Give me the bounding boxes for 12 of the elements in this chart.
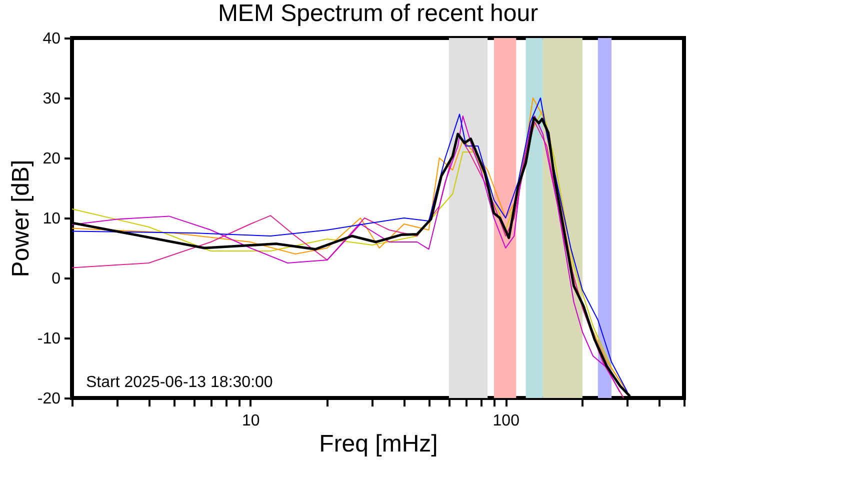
annotation: Start 2025-06-13 18:30:00 xyxy=(86,374,273,391)
x-axis-title: Freq [mHz] xyxy=(319,430,438,458)
y-tick-label: 0 xyxy=(52,270,61,288)
y-tick-label: 10 xyxy=(42,210,61,228)
x-tick-label: 100 xyxy=(492,412,520,430)
y-axis-title: Power [dB] xyxy=(7,160,34,278)
y-tick-label: -10 xyxy=(37,330,61,348)
y-tick-label: -20 xyxy=(37,390,61,408)
y-tick-label: 30 xyxy=(42,90,61,108)
chart-title: MEM Spectrum of recent hour xyxy=(218,0,538,27)
y-tick-label: 20 xyxy=(42,150,61,168)
y-tick-label: 40 xyxy=(42,30,61,48)
